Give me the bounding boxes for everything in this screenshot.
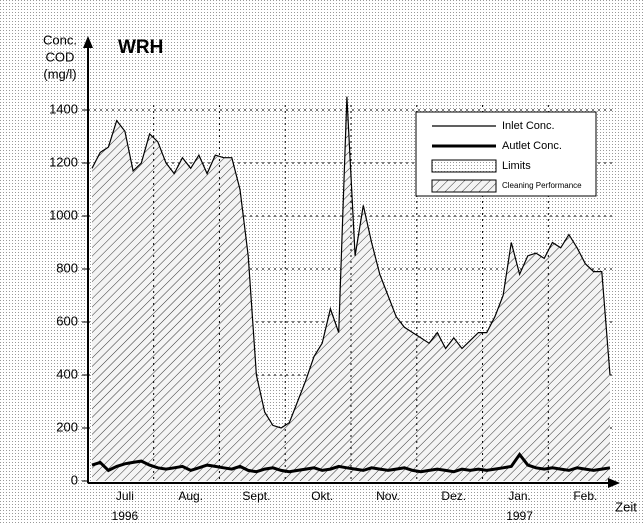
- y-tick-label: 0: [71, 472, 78, 487]
- legend-label: Inlet Conc.: [502, 120, 555, 132]
- x-tick-label: Okt.: [311, 489, 333, 503]
- x-axis-label: Zeit: [615, 499, 637, 514]
- year-label: 1996: [112, 509, 139, 523]
- legend-swatch: [431, 179, 497, 193]
- y-tick-label: 200: [56, 419, 78, 434]
- y-tick-label: 400: [56, 366, 78, 381]
- cleaning-performance-area: [92, 96, 610, 481]
- y-axis-arrow: [83, 36, 93, 48]
- legend-swatch: [431, 159, 497, 173]
- x-tick-label: Dez.: [441, 489, 466, 503]
- outlet-line: [91, 451, 611, 474]
- legend-label: Limits: [502, 160, 531, 172]
- y-tick-label: 1200: [49, 154, 78, 169]
- y-tick-label: 800: [56, 260, 78, 275]
- x-tick-label: Aug.: [178, 489, 203, 503]
- x-tick-label: Sept.: [242, 489, 270, 503]
- legend: Inlet Conc. Autlet Conc. Limits Cleaning Pe…: [415, 111, 597, 197]
- y-tick-label: 1400: [49, 101, 78, 116]
- y-axis-label: (mg/l): [43, 66, 76, 81]
- x-tick-label: Feb.: [573, 489, 597, 503]
- chart-title: WRH: [118, 37, 163, 58]
- x-tick-label: Juli: [116, 489, 134, 503]
- y-tick-label: 1000: [49, 207, 78, 222]
- year-label: 1997: [506, 509, 533, 523]
- x-tick-label: Jan.: [508, 489, 531, 503]
- y-tick-label: 600: [56, 313, 78, 328]
- x-axis-arrow: [608, 478, 620, 488]
- y-axis-label: Conc.: [43, 32, 77, 47]
- legend-label: Cleaning Performance: [502, 181, 582, 190]
- inlet-line: [91, 96, 611, 429]
- legend-label: Autlet Conc.: [502, 140, 562, 152]
- y-axis-label: COD: [46, 49, 75, 64]
- x-tick-label: Nov.: [376, 489, 400, 503]
